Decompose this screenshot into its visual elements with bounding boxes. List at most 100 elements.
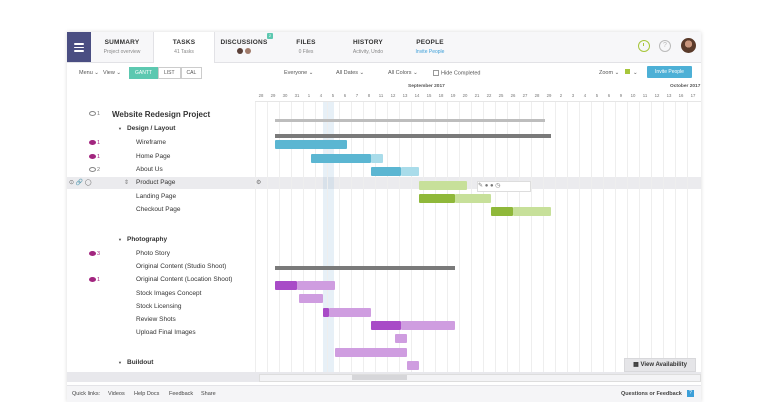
task-name[interactable]: Landing Page xyxy=(136,193,177,200)
help-icon[interactable]: ? xyxy=(659,40,671,52)
help-badge[interactable]: ? xyxy=(687,390,694,397)
task-bar[interactable] xyxy=(371,167,401,176)
colors-filter[interactable]: All Colors ⌄ xyxy=(388,70,418,76)
task-name[interactable]: Stock Images Concept xyxy=(136,290,202,297)
questions-feedback-link[interactable]: Questions or Feedback xyxy=(621,391,682,397)
task-name[interactable]: Upload Final Images xyxy=(136,329,196,336)
gantt-grid: ✎ ● ● ◷ xyxy=(255,102,701,372)
view-dropdown[interactable]: View ⌄ xyxy=(103,70,121,76)
tab-tasks[interactable]: TASKS 41 Tasks xyxy=(153,32,215,63)
task-bar[interactable] xyxy=(513,207,551,216)
drag-handle-icon[interactable]: ⇕ xyxy=(124,180,130,186)
comment-count[interactable]: 1 xyxy=(89,111,100,117)
task-bar[interactable] xyxy=(491,207,513,216)
dates-filter[interactable]: All Dates ⌄ xyxy=(336,70,365,76)
avatar xyxy=(237,48,243,54)
task-bar[interactable] xyxy=(323,308,329,317)
tab-files[interactable]: FILES 0 Files xyxy=(275,32,337,62)
user-avatar[interactable] xyxy=(681,38,696,53)
hamburger-menu-button[interactable] xyxy=(67,32,91,62)
view-list-button[interactable]: LIST xyxy=(157,67,181,79)
task-bar[interactable] xyxy=(297,281,335,290)
task-bar[interactable] xyxy=(371,154,383,163)
collapse-triangle-icon[interactable]: ▼ xyxy=(118,126,122,131)
group-title[interactable]: Design / Layout xyxy=(127,125,176,132)
task-bar[interactable] xyxy=(275,281,297,290)
summary-bar[interactable] xyxy=(275,134,551,138)
task-bar[interactable] xyxy=(401,321,455,330)
menu-dropdown[interactable]: Menu ⌄ xyxy=(79,70,99,76)
task-name[interactable]: About Us xyxy=(136,166,163,173)
tab-history[interactable]: HISTORY Activity, Undo xyxy=(337,32,399,62)
view-availability-button[interactable]: ▦ View Availability xyxy=(624,358,696,372)
day-label: 1 xyxy=(307,93,311,98)
task-bar[interactable] xyxy=(419,181,467,190)
task-bar[interactable] xyxy=(419,194,455,203)
bar-tools[interactable]: ✎ ● ● ◷ xyxy=(477,181,531,192)
tab-summary-title: SUMMARY xyxy=(104,39,140,46)
tab-discussions[interactable]: DISCUSSIONS 2 xyxy=(213,32,275,62)
group-title[interactable]: Photography xyxy=(127,236,168,243)
task-bar[interactable] xyxy=(407,361,419,370)
task-name[interactable]: Original Content (Location Shoot) xyxy=(136,276,233,283)
comment-count[interactable]: 1 xyxy=(89,277,100,283)
footer-link-feedback[interactable]: Feedback xyxy=(169,391,194,397)
task-bar[interactable] xyxy=(395,334,407,343)
task-bar[interactable] xyxy=(401,167,419,176)
day-label: 11 xyxy=(642,93,648,98)
clock-icon[interactable] xyxy=(638,40,650,52)
task-name[interactable]: Original Content (Studio Shoot) xyxy=(136,263,227,270)
task-bar[interactable] xyxy=(371,321,401,330)
task-name[interactable]: Home Page xyxy=(136,153,171,160)
task-bar[interactable] xyxy=(275,140,347,149)
project-title[interactable]: Website Redesign Project xyxy=(112,110,211,119)
collapse-triangle-icon[interactable]: ▼ xyxy=(118,360,122,365)
group-title[interactable]: Buildout xyxy=(127,359,154,366)
footer-link-help-docs[interactable]: Help Docs xyxy=(134,391,160,397)
comment-count[interactable]: 2 xyxy=(89,167,100,173)
task-bar[interactable] xyxy=(299,294,323,303)
footer-link-videos[interactable]: Videos xyxy=(108,391,125,397)
invite-people-button[interactable]: Invite People xyxy=(647,66,692,78)
task-name[interactable]: Product Page xyxy=(136,179,176,186)
comment-count[interactable]: 3 xyxy=(89,251,100,257)
zoom-dropdown[interactable]: Zoom ⌄ xyxy=(599,70,620,76)
hide-completed-toggle[interactable]: Hide Completed xyxy=(433,70,480,76)
scroll-thumb[interactable] xyxy=(352,375,407,380)
task-bar[interactable] xyxy=(455,194,491,203)
summary-bar[interactable] xyxy=(275,266,455,270)
grid-line xyxy=(267,102,268,372)
collapse-triangle-icon[interactable]: ▼ xyxy=(118,237,122,242)
grid-line xyxy=(591,102,592,372)
task-name[interactable]: Photo Story xyxy=(136,250,170,257)
everyone-filter[interactable]: Everyone ⌄ xyxy=(284,70,314,76)
row-controls[interactable]: ⊙ 🔗 ◯ xyxy=(69,180,92,186)
task-bar[interactable] xyxy=(335,348,407,357)
tab-people[interactable]: PEOPLE Invite People xyxy=(399,32,461,62)
comment-count[interactable]: 1 xyxy=(89,140,100,146)
task-bar[interactable] xyxy=(329,308,371,317)
view-cal-button[interactable]: CAL xyxy=(180,67,203,79)
task-name[interactable]: Review Shots xyxy=(136,316,176,323)
grid-line xyxy=(543,102,544,372)
summary-bar[interactable] xyxy=(275,119,545,122)
gear-icon[interactable]: ⚙ xyxy=(256,180,262,186)
task-name[interactable]: Wireframe xyxy=(136,139,166,146)
selected-row[interactable] xyxy=(67,177,701,189)
horizontal-scrollbar[interactable] xyxy=(67,372,701,382)
scroll-track[interactable] xyxy=(259,374,701,382)
footer-link-share[interactable]: Share xyxy=(201,391,216,397)
color-swatch-icon[interactable] xyxy=(625,69,630,74)
tab-summary[interactable]: SUMMARY Project overview xyxy=(91,32,153,62)
discussion-avatars xyxy=(213,48,275,54)
view-gantt-button[interactable]: GANTT xyxy=(129,67,158,79)
task-bar[interactable] xyxy=(311,154,371,163)
day-label: 7 xyxy=(355,93,359,98)
tab-tasks-sub: 41 Tasks xyxy=(174,49,194,55)
task-name[interactable]: Stock Licensing xyxy=(136,303,182,310)
task-name[interactable]: Checkout Page xyxy=(136,206,181,213)
quick-links-label: Quick links: xyxy=(72,391,101,397)
comment-count[interactable]: 1 xyxy=(89,154,100,160)
chevron-down-icon[interactable]: ⌄ xyxy=(633,70,638,76)
invite-people-link[interactable]: Invite People xyxy=(415,49,445,55)
